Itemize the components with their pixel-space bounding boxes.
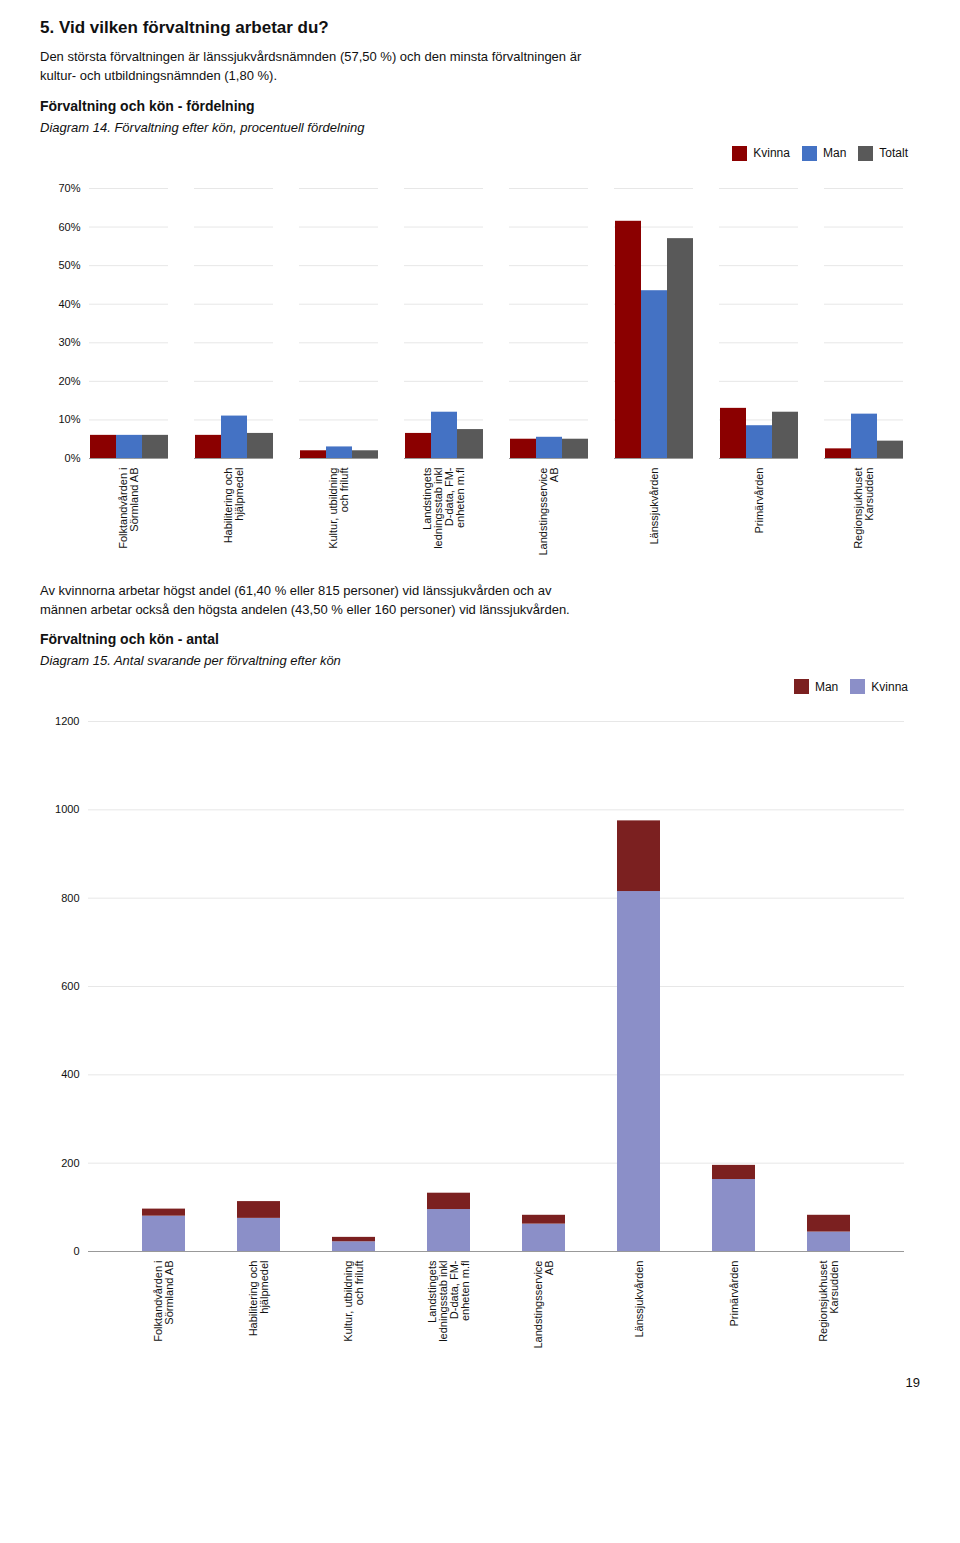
svg-text:0%: 0% — [65, 452, 81, 464]
html-text:Kvinna: Kvinna — [871, 679, 908, 694]
svg-text:RegionsjukhusetKarsudden: RegionsjukhusetKarsudden — [817, 1261, 840, 1342]
html-text:Av kvinnorna arbetar högst and: Av kvinnorna arbetar högst andel (61,40 … — [40, 582, 552, 598]
html-text:Förvaltning och kön - fördelni: Förvaltning och kön - fördelning — [40, 97, 255, 114]
svg-text:Habilitering ochhjälpmedel: Habilitering ochhjälpmedel — [222, 467, 245, 543]
svg-text:1000: 1000 — [55, 804, 79, 816]
svg-text:LandstingsserviceAB: LandstingsserviceAB — [537, 467, 560, 555]
svg-text:RegionsjukhusetKarsudden: RegionsjukhusetKarsudden — [852, 467, 875, 548]
html-text:Förvaltning och kön - antal: Förvaltning och kön - antal — [40, 631, 219, 648]
svg-text:Kultur, utbildningoch friluft: Kultur, utbildningoch friluft — [342, 1261, 365, 1342]
html-text:19: 19 — [905, 1375, 920, 1391]
svg-text:10%: 10% — [58, 413, 80, 425]
svg-text:Länssjukvården: Länssjukvården — [633, 1261, 645, 1338]
html-text:Diagram 14. Förvaltning efter: Diagram 14. Förvaltning efter kön, proce… — [40, 119, 365, 135]
svg-text:60%: 60% — [58, 220, 80, 232]
svg-text:Folktandvården iSörmland AB: Folktandvården iSörmland AB — [152, 1261, 175, 1342]
svg-text:1200: 1200 — [55, 715, 79, 727]
html-text:Man: Man — [815, 679, 839, 694]
svg-text:Kultur, utbildningoch friluft: Kultur, utbildningoch friluft — [327, 467, 350, 548]
svg-text:200: 200 — [61, 1157, 79, 1169]
svg-text:20%: 20% — [58, 375, 80, 387]
html-text:kultur- och utbildningsnämnden: kultur- och utbildningsnämnden (1,80 %). — [40, 67, 277, 83]
svg-text:50%: 50% — [58, 259, 80, 271]
svg-text:0: 0 — [73, 1245, 79, 1257]
svg-text:40%: 40% — [58, 297, 80, 309]
html-text:Den största förvaltningen är l: Den största förvaltningen är länssjukvår… — [40, 49, 582, 64]
svg-text:Länssjukvården: Länssjukvården — [648, 467, 660, 544]
html-text:männen arbetar också den högst: männen arbetar också den högsta andelen … — [40, 601, 570, 617]
svg-text:Landstingetsledningsstab inklD: Landstingetsledningsstab inklD-data, FM-… — [421, 467, 466, 549]
svg-text:LandstingsserviceAB: LandstingsserviceAB — [532, 1261, 555, 1349]
html-text:5. Vid vilken förvaltning arbe: 5. Vid vilken förvaltning arbetar du? — [40, 18, 329, 37]
html-text:Totalt: Totalt — [879, 146, 908, 161]
svg-text:400: 400 — [61, 1069, 79, 1081]
svg-text:800: 800 — [61, 892, 79, 904]
html-text:Kvinna: Kvinna — [753, 146, 790, 161]
svg-text:Landstingetsledningsstab inklD: Landstingetsledningsstab inklD-data, FM-… — [426, 1260, 471, 1342]
svg-text:70%: 70% — [58, 182, 80, 194]
svg-text:Primärvården: Primärvården — [728, 1261, 740, 1327]
svg-text:Habilitering ochhjälpmedel: Habilitering ochhjälpmedel — [247, 1261, 270, 1337]
svg-text:600: 600 — [61, 980, 79, 992]
svg-text:30%: 30% — [58, 336, 80, 348]
svg-text:Folktandvården iSörmland AB: Folktandvården iSörmland AB — [117, 467, 140, 548]
html-text:Diagram 15. Antal svarande per: Diagram 15. Antal svarande per förvaltni… — [40, 653, 341, 669]
svg-text:Primärvården: Primärvården — [753, 467, 765, 533]
html-text:Man: Man — [823, 146, 847, 161]
